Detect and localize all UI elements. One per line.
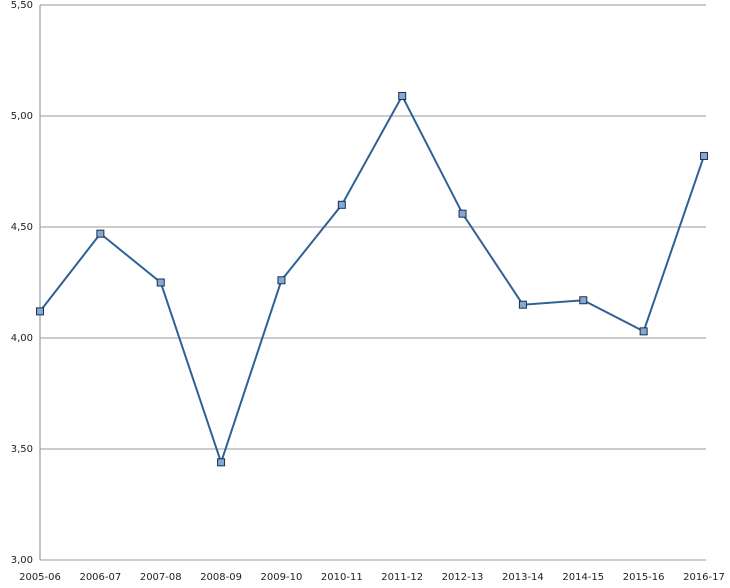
data-point xyxy=(277,276,286,285)
y-tick-label: 5,50 xyxy=(11,0,33,11)
data-point xyxy=(337,200,346,209)
y-tick-label: 3,00 xyxy=(11,555,33,566)
y-tick-label: 3,50 xyxy=(11,444,33,455)
x-tick-label: 2015-16 xyxy=(623,572,665,583)
y-tick-label: 4,00 xyxy=(11,333,33,344)
data-point xyxy=(36,307,44,316)
y-tick-label: 4,50 xyxy=(11,222,33,233)
x-tick-label: 2009-10 xyxy=(261,572,303,583)
data-point xyxy=(156,278,165,287)
x-tick-label: 2006-07 xyxy=(79,572,121,583)
x-tick-label: 2012-13 xyxy=(442,572,484,583)
data-line xyxy=(39,93,705,466)
data-point xyxy=(700,151,708,160)
data-point xyxy=(518,300,527,309)
data-point xyxy=(458,209,467,218)
x-tick-label: 2013-14 xyxy=(502,572,544,583)
x-tick-label: 2007-08 xyxy=(140,572,182,583)
x-tick-label: 2008-09 xyxy=(200,572,242,583)
x-tick-label: 2014-15 xyxy=(562,572,604,583)
data-point xyxy=(398,92,407,101)
data-point xyxy=(217,458,226,467)
x-tick-label: 2005-06 xyxy=(19,572,61,583)
x-tick-label: 2011-12 xyxy=(381,572,423,583)
x-tick-label: 2010-11 xyxy=(321,572,363,583)
data-point xyxy=(579,296,588,305)
y-tick-label: 5,00 xyxy=(11,111,33,122)
data-point xyxy=(96,229,105,238)
data-point xyxy=(639,327,648,336)
x-tick-label: 2016-17 xyxy=(683,572,725,583)
